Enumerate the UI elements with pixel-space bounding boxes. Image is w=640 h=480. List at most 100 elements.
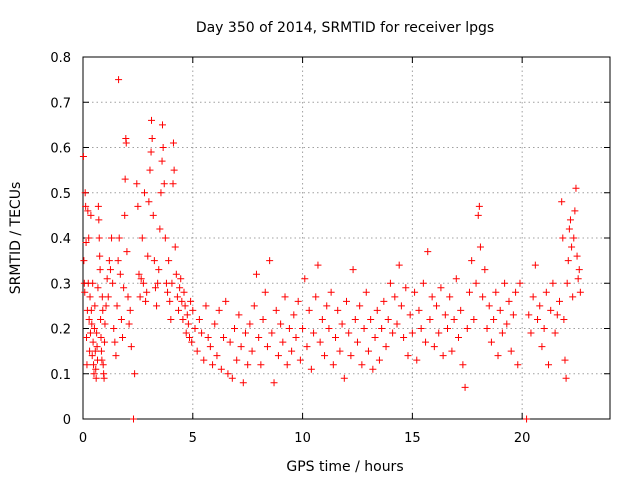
data-point: [542, 288, 550, 296]
data-point: [312, 293, 320, 301]
data-point: [575, 266, 583, 274]
data-point: [178, 297, 186, 305]
data-point: [86, 293, 94, 301]
data-point: [492, 288, 500, 296]
data-point: [185, 334, 193, 342]
data-point: [109, 279, 117, 287]
data-point: [246, 320, 254, 328]
data-point: [156, 225, 164, 233]
data-point: [553, 311, 561, 319]
data-point: [94, 284, 102, 292]
data-point: [555, 297, 563, 305]
data-point: [158, 157, 166, 165]
data-point: [97, 315, 105, 323]
data-point: [516, 279, 524, 287]
data-point: [574, 275, 582, 283]
y-tick-label: 0.8: [50, 51, 71, 66]
data-point: [112, 352, 120, 360]
data-point: [250, 302, 258, 310]
data-point: [81, 189, 89, 197]
data-point: [231, 325, 239, 332]
data-point: [257, 361, 265, 369]
data-point: [505, 297, 513, 305]
data-point: [386, 279, 394, 287]
data-point: [123, 248, 131, 256]
data-point: [93, 343, 101, 351]
data-point: [101, 320, 109, 328]
data-point: [563, 279, 571, 287]
data-point: [568, 243, 576, 251]
data-point: [83, 334, 91, 342]
data-point: [134, 202, 142, 210]
data-point: [393, 320, 401, 328]
data-point: [127, 343, 135, 351]
data-point: [244, 361, 252, 369]
data-point: [290, 311, 298, 319]
data-point: [105, 257, 113, 265]
data-point: [104, 293, 112, 301]
x-tick-label: 10: [294, 431, 311, 446]
data-point: [446, 293, 454, 301]
data-point: [143, 288, 151, 296]
data-point: [92, 365, 100, 373]
data-point: [266, 257, 274, 265]
data-point: [173, 293, 181, 301]
data-point: [329, 361, 337, 369]
data-point: [182, 329, 190, 337]
data-point: [95, 234, 103, 242]
data-point: [523, 415, 531, 423]
data-point: [325, 325, 333, 332]
data-point: [94, 202, 102, 210]
data-point: [144, 252, 152, 260]
data-point: [160, 180, 168, 188]
y-tick-label: 0: [63, 413, 71, 428]
data-point: [479, 293, 487, 301]
y-axis-label: SRMTID / TECUs: [8, 182, 24, 295]
data-point: [549, 279, 557, 287]
data-point: [411, 288, 419, 296]
data-point: [224, 370, 232, 378]
data-point: [318, 315, 326, 323]
data-point: [501, 279, 509, 287]
y-tick-label: 0.4: [50, 232, 71, 247]
data-point: [90, 361, 98, 369]
data-point: [191, 325, 199, 332]
y-tick-label: 0.7: [50, 96, 71, 111]
data-point: [89, 279, 97, 287]
data-point: [122, 139, 130, 147]
chart-title: Day 350 of 2014, SRMTID for receiver lpg…: [196, 20, 494, 36]
data-point: [378, 325, 386, 332]
data-point: [130, 415, 138, 423]
data-point: [400, 334, 408, 342]
data-point: [103, 275, 111, 283]
data-point: [389, 329, 397, 337]
data-point: [408, 329, 416, 337]
data-point: [98, 356, 106, 364]
data-point: [353, 338, 361, 346]
data-point: [91, 302, 99, 310]
data-point: [397, 302, 405, 310]
data-point: [82, 202, 90, 210]
data-point: [277, 320, 285, 328]
data-point: [573, 252, 581, 260]
data-point: [292, 334, 300, 342]
x-tick-label: 20: [514, 431, 531, 446]
data-point: [437, 284, 445, 292]
data-point: [116, 270, 124, 278]
data-point: [569, 293, 577, 301]
data-point: [137, 275, 145, 283]
data-point: [373, 306, 381, 314]
data-point: [564, 257, 572, 265]
data-point: [136, 293, 144, 301]
data-point: [170, 166, 178, 174]
data-point: [349, 266, 357, 274]
data-point: [146, 166, 154, 174]
data-point: [272, 306, 280, 314]
data-point: [268, 329, 276, 337]
data-point: [360, 325, 368, 332]
data-point: [125, 320, 133, 328]
data-point: [90, 325, 98, 332]
data-point: [472, 279, 480, 287]
data-point: [165, 257, 173, 265]
x-tick-label: 15: [404, 431, 421, 446]
